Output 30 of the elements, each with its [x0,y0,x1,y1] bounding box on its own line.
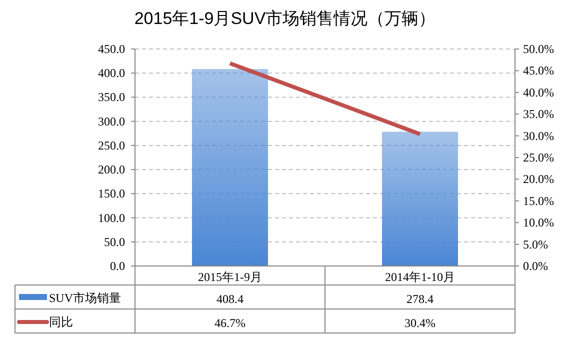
y2tick: 20.0% [523,172,554,186]
y2tick: 30.0% [523,128,554,143]
ytick: 350.0 [98,90,125,104]
legend-label: SUV市场销量 [49,291,122,305]
ytick: 200.0 [98,162,125,177]
y2tick: 5.0% [523,237,548,252]
category: 2015年1-9月 [198,270,262,284]
ytick: 400.0 [98,66,125,80]
y2tick: 15.0% [523,194,554,208]
y2tick: 25.0% [523,150,554,164]
title: 2015年1-9月SUV市场销售情况（万辆） [134,9,436,28]
value-label: 278.4 [406,292,434,306]
legend-label: 同比 [49,315,73,329]
y2tick: 35.0% [523,107,554,122]
y2tick: 45.0% [523,64,554,78]
y2tick: 40.0% [523,85,554,100]
y2tick: 50.0% [523,42,554,56]
ytick: 450.0 [98,42,125,56]
ytick: 0.0 [110,259,125,273]
ytick: 250.0 [98,138,125,152]
value-label: 30.4% [404,316,436,330]
y2tick: 0.0% [523,259,548,273]
value-label: 46.7% [214,316,246,330]
ytick: 100.0 [98,210,125,225]
ytick: 300.0 [98,114,125,128]
value-label: 408.4 [216,292,244,306]
y2tick: 10.0% [523,216,554,230]
ytick: 150.0 [98,186,125,201]
category: 2014年1-10月 [385,270,455,284]
ytick: 50.0 [104,234,125,249]
